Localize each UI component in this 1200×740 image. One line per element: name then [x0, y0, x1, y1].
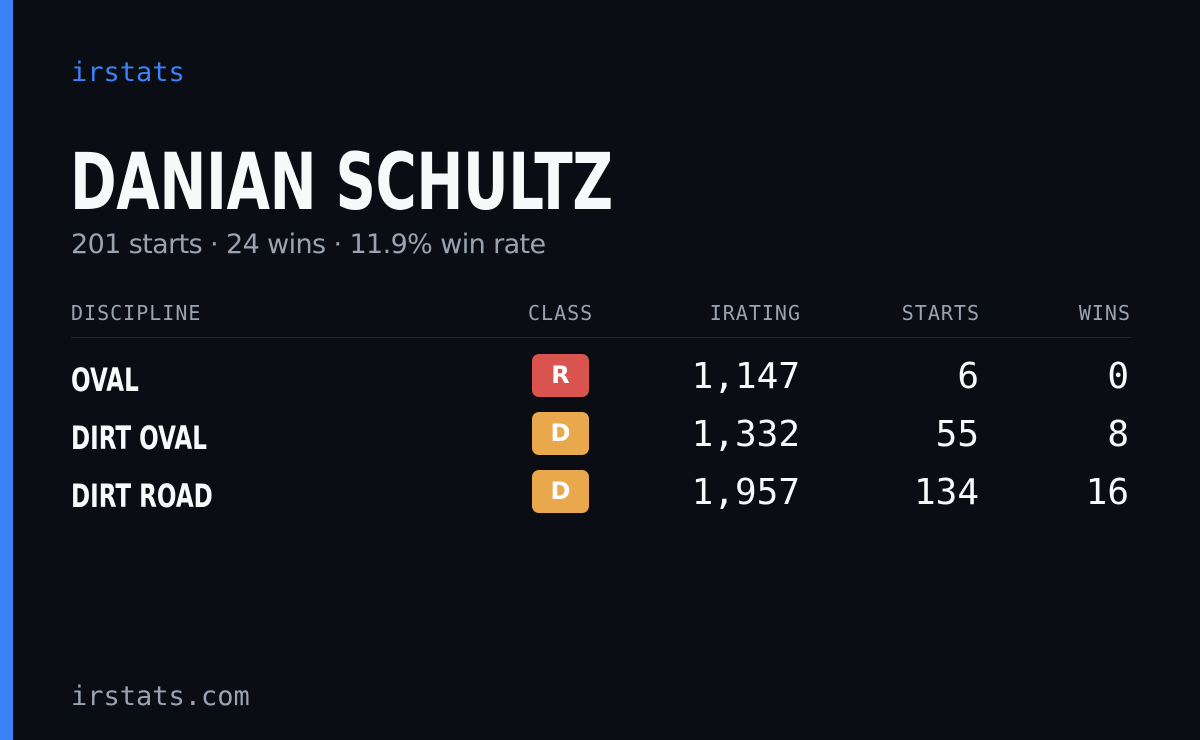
brand-logo: irstats	[71, 57, 185, 88]
table-row: DIRT OVAL D 1,332 55 8	[71, 396, 1131, 457]
header-starts: STARTS	[901, 301, 980, 325]
wins-value: 0	[1107, 356, 1129, 397]
discipline-name: DIRT ROAD	[71, 477, 213, 515]
irating-value: 1,147	[691, 356, 800, 397]
table-row: DIRT ROAD D 1,957 134 16	[71, 454, 1131, 515]
starts-value: 134	[913, 472, 979, 513]
table-row: OVAL R 1,147 6 0	[71, 338, 1131, 399]
irating-value: 1,332	[691, 414, 800, 455]
footer-domain: irstats.com	[71, 681, 250, 712]
wins-value: 16	[1085, 472, 1129, 513]
driver-summary: 201 starts · 24 wins · 11.9% win rate	[71, 229, 546, 260]
header-irating: IRATING	[709, 301, 801, 325]
driver-name: DANIAN SCHULTZ	[70, 138, 613, 228]
wins-value: 8	[1107, 414, 1129, 455]
discipline-name: DIRT OVAL	[71, 419, 207, 457]
table-header: DISCIPLINE CLASS IRATING STARTS WINS	[71, 300, 1131, 338]
starts-value: 6	[957, 356, 979, 397]
class-badge: D	[532, 412, 589, 455]
irating-value: 1,957	[691, 472, 800, 513]
header-wins: WINS	[1078, 301, 1131, 325]
starts-value: 55	[935, 414, 979, 455]
discipline-name: OVAL	[71, 361, 139, 399]
class-badge: R	[532, 354, 589, 397]
header-discipline: DISCIPLINE	[71, 301, 202, 325]
discipline-table: DISCIPLINE CLASS IRATING STARTS WINS OVA…	[71, 300, 1131, 515]
header-class: CLASS	[528, 301, 594, 325]
accent-bar	[0, 0, 13, 740]
class-badge: D	[532, 470, 589, 513]
